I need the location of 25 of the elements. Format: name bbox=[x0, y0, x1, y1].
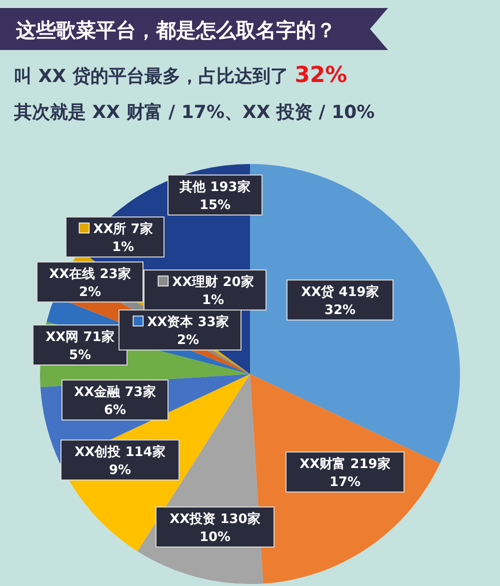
slice-label: XX在线 23家 bbox=[49, 266, 131, 282]
slice-label: XX财富 219家 bbox=[300, 456, 390, 472]
legend-label: XX理财 20家 bbox=[172, 274, 254, 290]
data-label: 2% bbox=[176, 333, 200, 348]
data-label: 15% bbox=[199, 198, 231, 213]
data-label: 1% bbox=[202, 293, 224, 308]
data-label: 1% bbox=[112, 240, 134, 255]
slice-label: XX金融 73家 bbox=[74, 384, 156, 400]
data-label: 5% bbox=[68, 348, 92, 363]
chart-title: 这些歌菜平台，都是怎么取名字的？ bbox=[15, 18, 336, 42]
slice-label: XX创投 114家 bbox=[74, 444, 166, 460]
data-label: 9% bbox=[108, 463, 132, 478]
data-label: 2% bbox=[78, 285, 102, 300]
slice-label: XX投资 130家 bbox=[170, 511, 260, 527]
data-label: 10% bbox=[199, 530, 231, 545]
data-label: 32% bbox=[324, 303, 356, 318]
slice-label: XX网 71家 bbox=[46, 329, 114, 345]
legend-label: XX所 7家 bbox=[93, 221, 153, 237]
data-label: 6% bbox=[104, 403, 126, 418]
slice-label: XX贷 419家 bbox=[301, 284, 379, 300]
text: 其次就是 XX 财富 / 17%、XX 投资 / 10% bbox=[13, 102, 375, 123]
data-label: 17% bbox=[329, 475, 361, 490]
slice-label: 其他 193家 bbox=[178, 179, 250, 195]
legend-label: XX资本 33家 bbox=[147, 314, 229, 330]
chart-subtitle: 叫 XX 贷的平台最多，占比达到了 32% bbox=[14, 63, 348, 88]
